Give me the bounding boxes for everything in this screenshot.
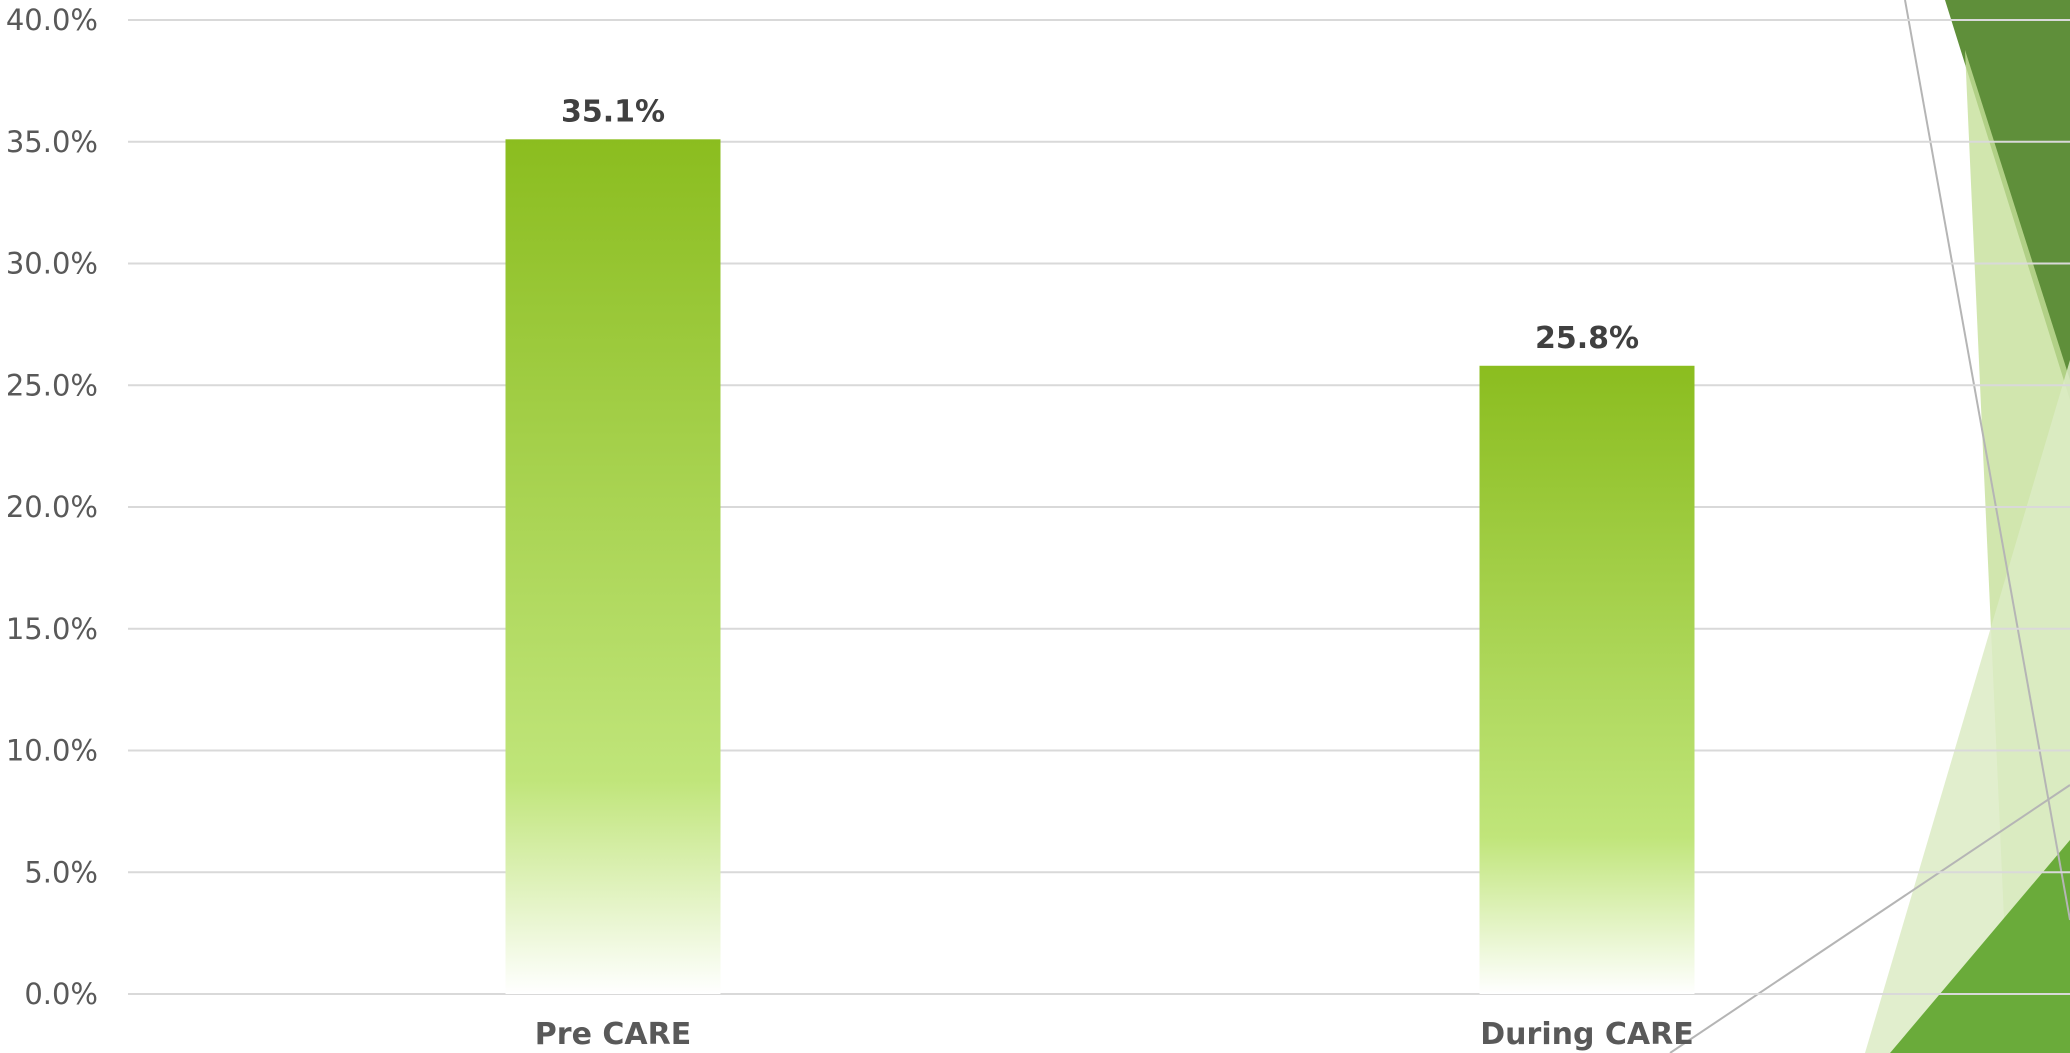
data-label: 25.8% — [1535, 321, 1639, 356]
gridlines — [128, 19, 2070, 995]
category-label: Pre CARE — [535, 1017, 691, 1052]
slide-decoration — [1669, 0, 2070, 1053]
deco-line-diagonal — [1904, 0, 2070, 921]
deco-mid-green-triangle — [1890, 840, 2070, 1053]
y-tick-label: 40.0% — [6, 3, 98, 37]
y-tick-label: 30.0% — [6, 247, 98, 281]
deco-line-lower — [1669, 784, 2070, 1053]
y-tick-label: 15.0% — [6, 612, 98, 646]
category-label: During CARE — [1480, 1017, 1693, 1052]
y-tick-label: 35.0% — [6, 125, 98, 159]
y-tick-label: 20.0% — [6, 490, 98, 524]
bar — [505, 139, 721, 994]
deco-pale-green-triangle — [1865, 360, 2070, 1053]
y-tick-label: 10.0% — [6, 734, 98, 768]
y-tick-label: 25.0% — [6, 368, 98, 402]
bar — [1479, 365, 1695, 994]
data-label: 35.1% — [561, 94, 665, 129]
bars — [505, 139, 1695, 994]
y-axis-tick-labels: 0.0% 5.0% 10.0% 15.0% 20.0% 25.0% 30.0% 35.0% 40… — [6, 3, 98, 1011]
category-labels: Pre CARE During CARE — [535, 1017, 1694, 1052]
data-labels: 35.1% 25.8% — [561, 94, 1639, 355]
y-tick-label: 0.0% — [24, 977, 98, 1011]
y-tick-label: 5.0% — [24, 855, 98, 889]
